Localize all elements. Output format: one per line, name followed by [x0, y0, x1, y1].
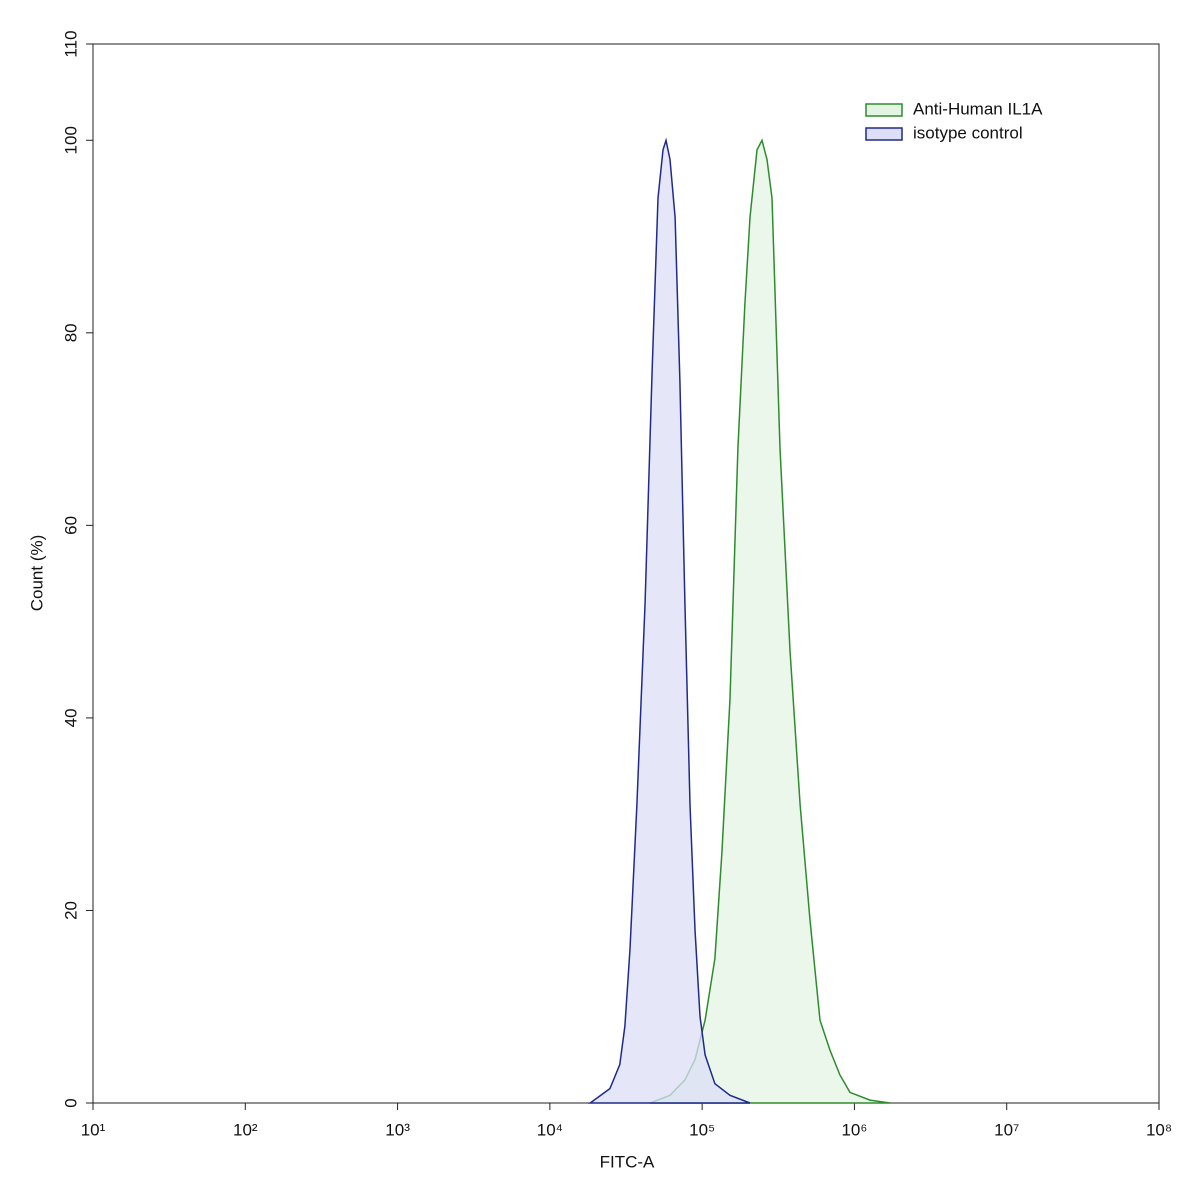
y-tick-label: 0: [61, 1098, 80, 1107]
x-tick-label: 10⁷: [994, 1120, 1019, 1139]
y-axis-label: Count (%): [27, 535, 46, 612]
legend-label: isotype control: [913, 123, 1023, 142]
x-tick-label: 10³: [385, 1120, 410, 1139]
histogram-area: [649, 138, 891, 1104]
legend-label: Anti-Human IL1A: [913, 99, 1043, 118]
x-tick-label: 10¹: [81, 1120, 106, 1139]
x-tick-label: 10²: [233, 1120, 258, 1139]
x-tick-label: 10⁸: [1146, 1120, 1172, 1139]
x-tick-label: 10⁶: [841, 1120, 867, 1139]
y-tick-label: 20: [61, 901, 80, 920]
histogram-area: [587, 137, 751, 1104]
y-tick-label: 100: [61, 126, 80, 154]
x-axis-label: FITC-A: [600, 1152, 655, 1171]
y-tick-label: 60: [61, 516, 80, 535]
x-tick-label: 10⁵: [689, 1120, 715, 1139]
y-tick-label: 80: [61, 323, 80, 342]
plot-frame: [92, 43, 1160, 1104]
y-tick-label: 40: [61, 708, 80, 727]
y-tick-label: 110: [61, 30, 80, 57]
legend-swatch: [865, 127, 903, 141]
legend-swatch: [865, 103, 903, 117]
x-tick-label: 10⁴: [537, 1120, 563, 1139]
